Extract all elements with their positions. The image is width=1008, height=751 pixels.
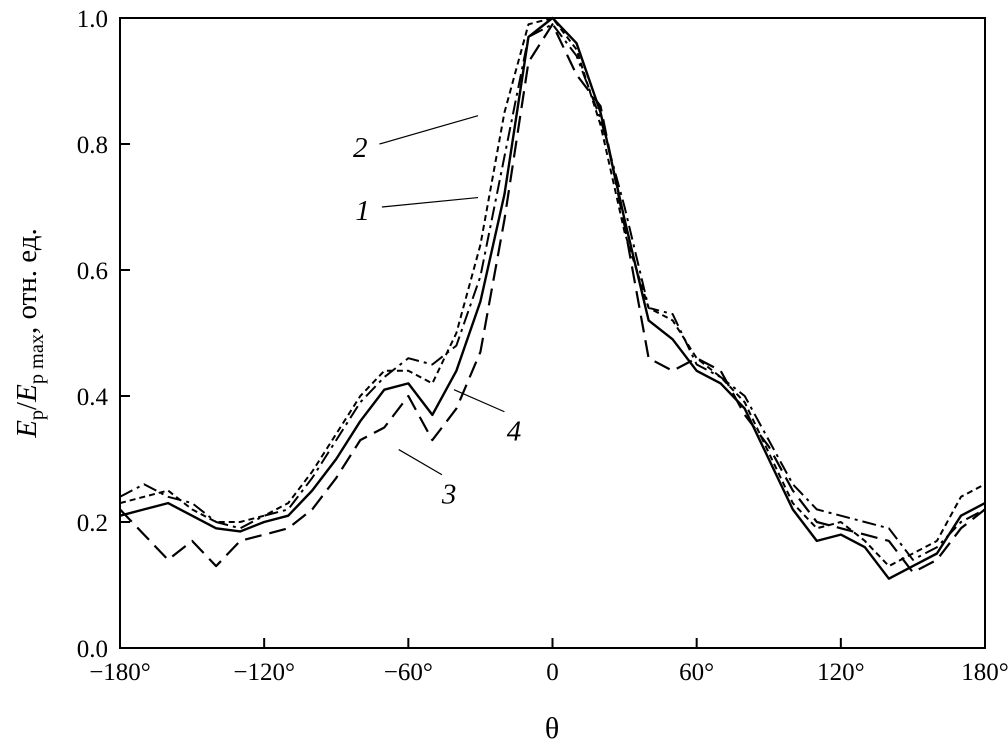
series-line-4 — [119, 16, 986, 580]
annotation-leader-2 — [379, 115, 479, 145]
annotation-leader-4 — [453, 389, 505, 413]
x-tick-label: −180° — [89, 659, 151, 686]
annotation-label-2: 2 — [353, 132, 368, 164]
y-axis-title-slash: / — [11, 401, 44, 410]
series-line-2 — [119, 17, 986, 568]
annotation-label-3: 3 — [441, 479, 457, 511]
annotation-leader-3 — [398, 449, 443, 476]
annotation-label-1: 1 — [355, 195, 370, 227]
x-tick-label: 0 — [546, 659, 559, 686]
x-tick-label: 120° — [817, 659, 865, 686]
series-line-3 — [119, 23, 986, 574]
x-tick-label: 180° — [961, 659, 1008, 686]
y-tick-label: 0.0 — [77, 636, 108, 663]
annotation-label-4: 4 — [507, 416, 522, 448]
x-tick-label: −60° — [384, 659, 433, 686]
y-tick-label: 0.6 — [77, 258, 108, 285]
series-line-1 — [119, 23, 986, 561]
y-axis-title-E1: E — [11, 420, 44, 438]
x-tick-label: 60° — [679, 659, 714, 686]
y-axis-title-E2: E — [11, 384, 44, 402]
y-axis-title-sub2: p max — [25, 334, 48, 385]
y-axis-title-units: , отн. ед. — [11, 228, 44, 335]
y-axis-title-sub1: p — [25, 409, 48, 421]
annotation-leader-1 — [381, 196, 479, 208]
y-tick-label: 0.4 — [77, 384, 109, 411]
x-tick-label: −120° — [233, 659, 295, 686]
y-tick-label: 0.8 — [77, 132, 108, 159]
y-axis-title: Ep/Ep max, отн. ед. — [11, 228, 49, 438]
plot-frame — [119, 17, 986, 649]
y-tick-label: 1.0 — [77, 6, 108, 33]
x-axis-title: θ — [544, 712, 560, 745]
y-tick-label: 0.2 — [77, 510, 108, 537]
